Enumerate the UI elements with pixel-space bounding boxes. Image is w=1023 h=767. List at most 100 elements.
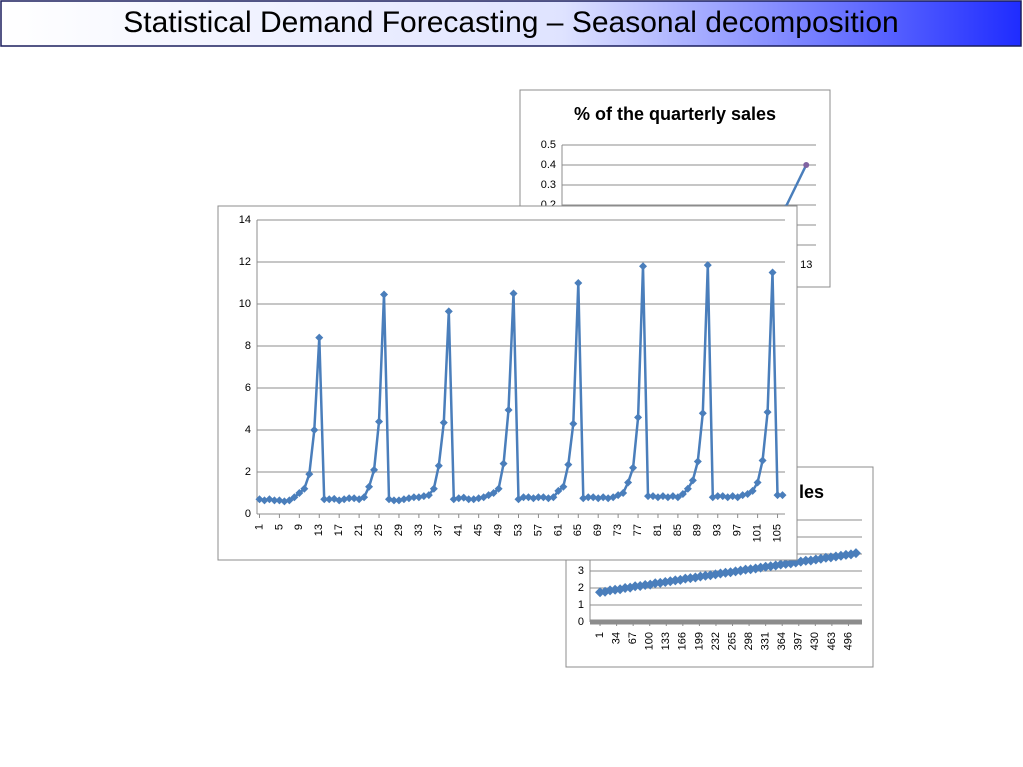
x-tick-label: 21 (353, 524, 365, 536)
x-tick-label: 81 (652, 524, 664, 536)
data-point (743, 490, 752, 499)
x-tick-label: 85 (672, 524, 684, 536)
x-tick-label: 331 (760, 632, 772, 650)
x-tick-label: 73 (612, 524, 624, 536)
x-tick-label: 61 (552, 524, 564, 536)
x-tick-label: 17 (333, 524, 345, 536)
data-point (389, 496, 398, 505)
data-point (569, 419, 578, 428)
y-tick-label: 12 (239, 256, 251, 268)
data-point (748, 486, 757, 495)
data-point (713, 492, 722, 501)
x-tick-label: 45 (473, 524, 485, 536)
x-tick-label: 298 (743, 632, 755, 650)
title-bar (0, 0, 1022, 47)
data-point (678, 490, 687, 499)
data-point (634, 413, 643, 422)
data-point (454, 494, 463, 503)
x-tick-label: 41 (453, 524, 465, 536)
x-tick-label: 49 (492, 524, 504, 536)
y-tick-label: 0 (578, 616, 584, 628)
x-tick-label: 37 (433, 524, 445, 536)
data-point (295, 489, 304, 497)
x-tick-label: 430 (809, 632, 821, 650)
data-point (688, 476, 697, 485)
y-tick-label: 2 (245, 466, 251, 478)
data-point (803, 162, 810, 168)
data-point (370, 465, 379, 474)
x-tick-label: 496 (842, 632, 854, 650)
data-point (494, 484, 503, 493)
data-point (768, 268, 777, 277)
x-tick-label: 232 (710, 632, 722, 650)
data-point (380, 290, 389, 299)
data-point (504, 406, 513, 415)
x-tick-label: 13 (313, 524, 325, 536)
x-tick-label: 133 (660, 632, 672, 650)
x-tick-label: 364 (776, 632, 788, 650)
data-point (365, 482, 374, 491)
data-point (629, 463, 638, 472)
data-point (619, 489, 628, 497)
x-tick-label: 57 (532, 524, 544, 536)
data-point (763, 408, 772, 417)
x-tick-label: 1 (594, 632, 606, 638)
x-tick-label: 97 (732, 524, 744, 536)
chart: 0 2 4 6 8 10 12 14 1 5 9 13 17 21 25 29 33 37 41 45 49 53 57 61… (217, 205, 798, 561)
data-point (489, 489, 498, 497)
y-tick-label: 2 (578, 582, 584, 594)
x-tick-label: 89 (692, 524, 704, 536)
data-point (310, 426, 319, 434)
data-point (549, 493, 558, 502)
data-point (554, 486, 563, 495)
data-point (375, 417, 384, 426)
chart-frame (217, 205, 798, 561)
data-point (360, 493, 369, 502)
data-point (424, 491, 433, 500)
x-tick-label: 93 (712, 524, 724, 536)
y-tick-label: 8 (245, 340, 251, 352)
data-point (639, 262, 648, 271)
x-tick-label: 100 (644, 632, 656, 650)
x-tick-label: 77 (632, 524, 644, 536)
x-tick-label: 166 (677, 632, 689, 650)
x-tick-label: 29 (393, 524, 405, 536)
data-point (325, 495, 334, 504)
data-point (270, 496, 279, 505)
y-tick-label: 0.5 (541, 139, 556, 151)
x-tick-label: 34 (611, 632, 623, 644)
y-tick-label: 0.4 (541, 159, 556, 171)
data-point (773, 491, 782, 500)
data-point (345, 494, 354, 503)
y-tick-label: 3 (578, 565, 584, 577)
data-point (499, 459, 508, 468)
chart-title: % of the quarterly sales (574, 104, 776, 124)
x-tick-label: 25 (373, 524, 385, 536)
data-point (559, 482, 568, 491)
data-point (850, 548, 861, 559)
x-tick-label: 33 (413, 524, 425, 536)
data-point (644, 492, 653, 501)
data-point (509, 289, 518, 298)
data-point (758, 456, 767, 465)
x-tick-label: 53 (512, 524, 524, 536)
data-point (315, 333, 324, 342)
data-point (444, 307, 453, 316)
x-tick-label: 397 (793, 632, 805, 650)
data-point (703, 261, 712, 270)
chart-title: les (799, 482, 824, 502)
data-point (624, 478, 633, 487)
data-point (778, 491, 787, 500)
y-tick-label: 6 (245, 382, 251, 394)
y-tick-label: 10 (239, 298, 251, 310)
data-point (673, 493, 682, 502)
data-point (434, 461, 443, 470)
data-point (464, 495, 473, 504)
y-tick-label: 1 (578, 599, 584, 611)
x-tick-label: 13 (800, 259, 812, 271)
y-tick-label: 0 (245, 508, 251, 520)
data-point (439, 418, 448, 427)
slide-title: Statistical Demand Forecasting – Seasona… (123, 6, 898, 39)
data-point (519, 493, 528, 502)
